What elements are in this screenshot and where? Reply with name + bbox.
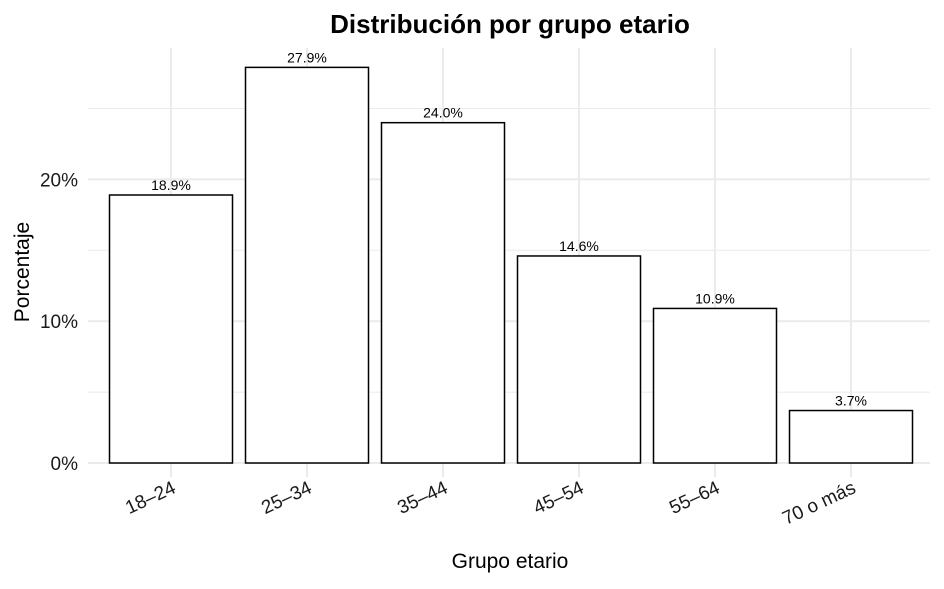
bar-value-label: 10.9% [695, 290, 735, 306]
bar-6 [788, 409, 914, 464]
x-tick-label: 70 o más [779, 477, 859, 529]
x-tick-label: 45–54 [530, 477, 587, 519]
bar-value-label: 27.9% [287, 49, 327, 65]
bar-2 [244, 66, 370, 464]
bar-value-label: 3.7% [835, 393, 867, 409]
bar-4 [516, 255, 642, 464]
bar-value-label: 24.0% [423, 105, 463, 121]
bar-5 [652, 307, 778, 464]
bar-value-label: 14.6% [559, 238, 599, 254]
bar-1 [108, 194, 234, 464]
y-tick-label: 0% [51, 454, 79, 475]
y-axis-title: Porcentaje [11, 222, 34, 322]
x-axis: 18–24 25–34 35–44 45–54 55–64 70 o más [122, 477, 859, 529]
x-tick-label: 18–24 [122, 477, 179, 519]
y-tick-label: 20% [40, 170, 78, 191]
x-axis-title: Grupo etario [452, 550, 569, 573]
y-axis: 0% 10% 20% [40, 170, 78, 475]
x-tick-label: 25–34 [258, 477, 315, 519]
x-tick-label: 35–44 [394, 477, 451, 519]
bar-value-label: 18.9% [151, 177, 191, 193]
x-tick-label: 55–64 [666, 477, 723, 519]
value-labels-layer: 18.9% 27.9% 24.0% 14.6% 10.9% 3.7% [151, 49, 867, 408]
y-tick-label: 10% [40, 312, 78, 333]
chart-title: Distribución por grupo etario [330, 9, 690, 39]
bars-layer [108, 66, 914, 464]
bar-3 [380, 121, 506, 464]
